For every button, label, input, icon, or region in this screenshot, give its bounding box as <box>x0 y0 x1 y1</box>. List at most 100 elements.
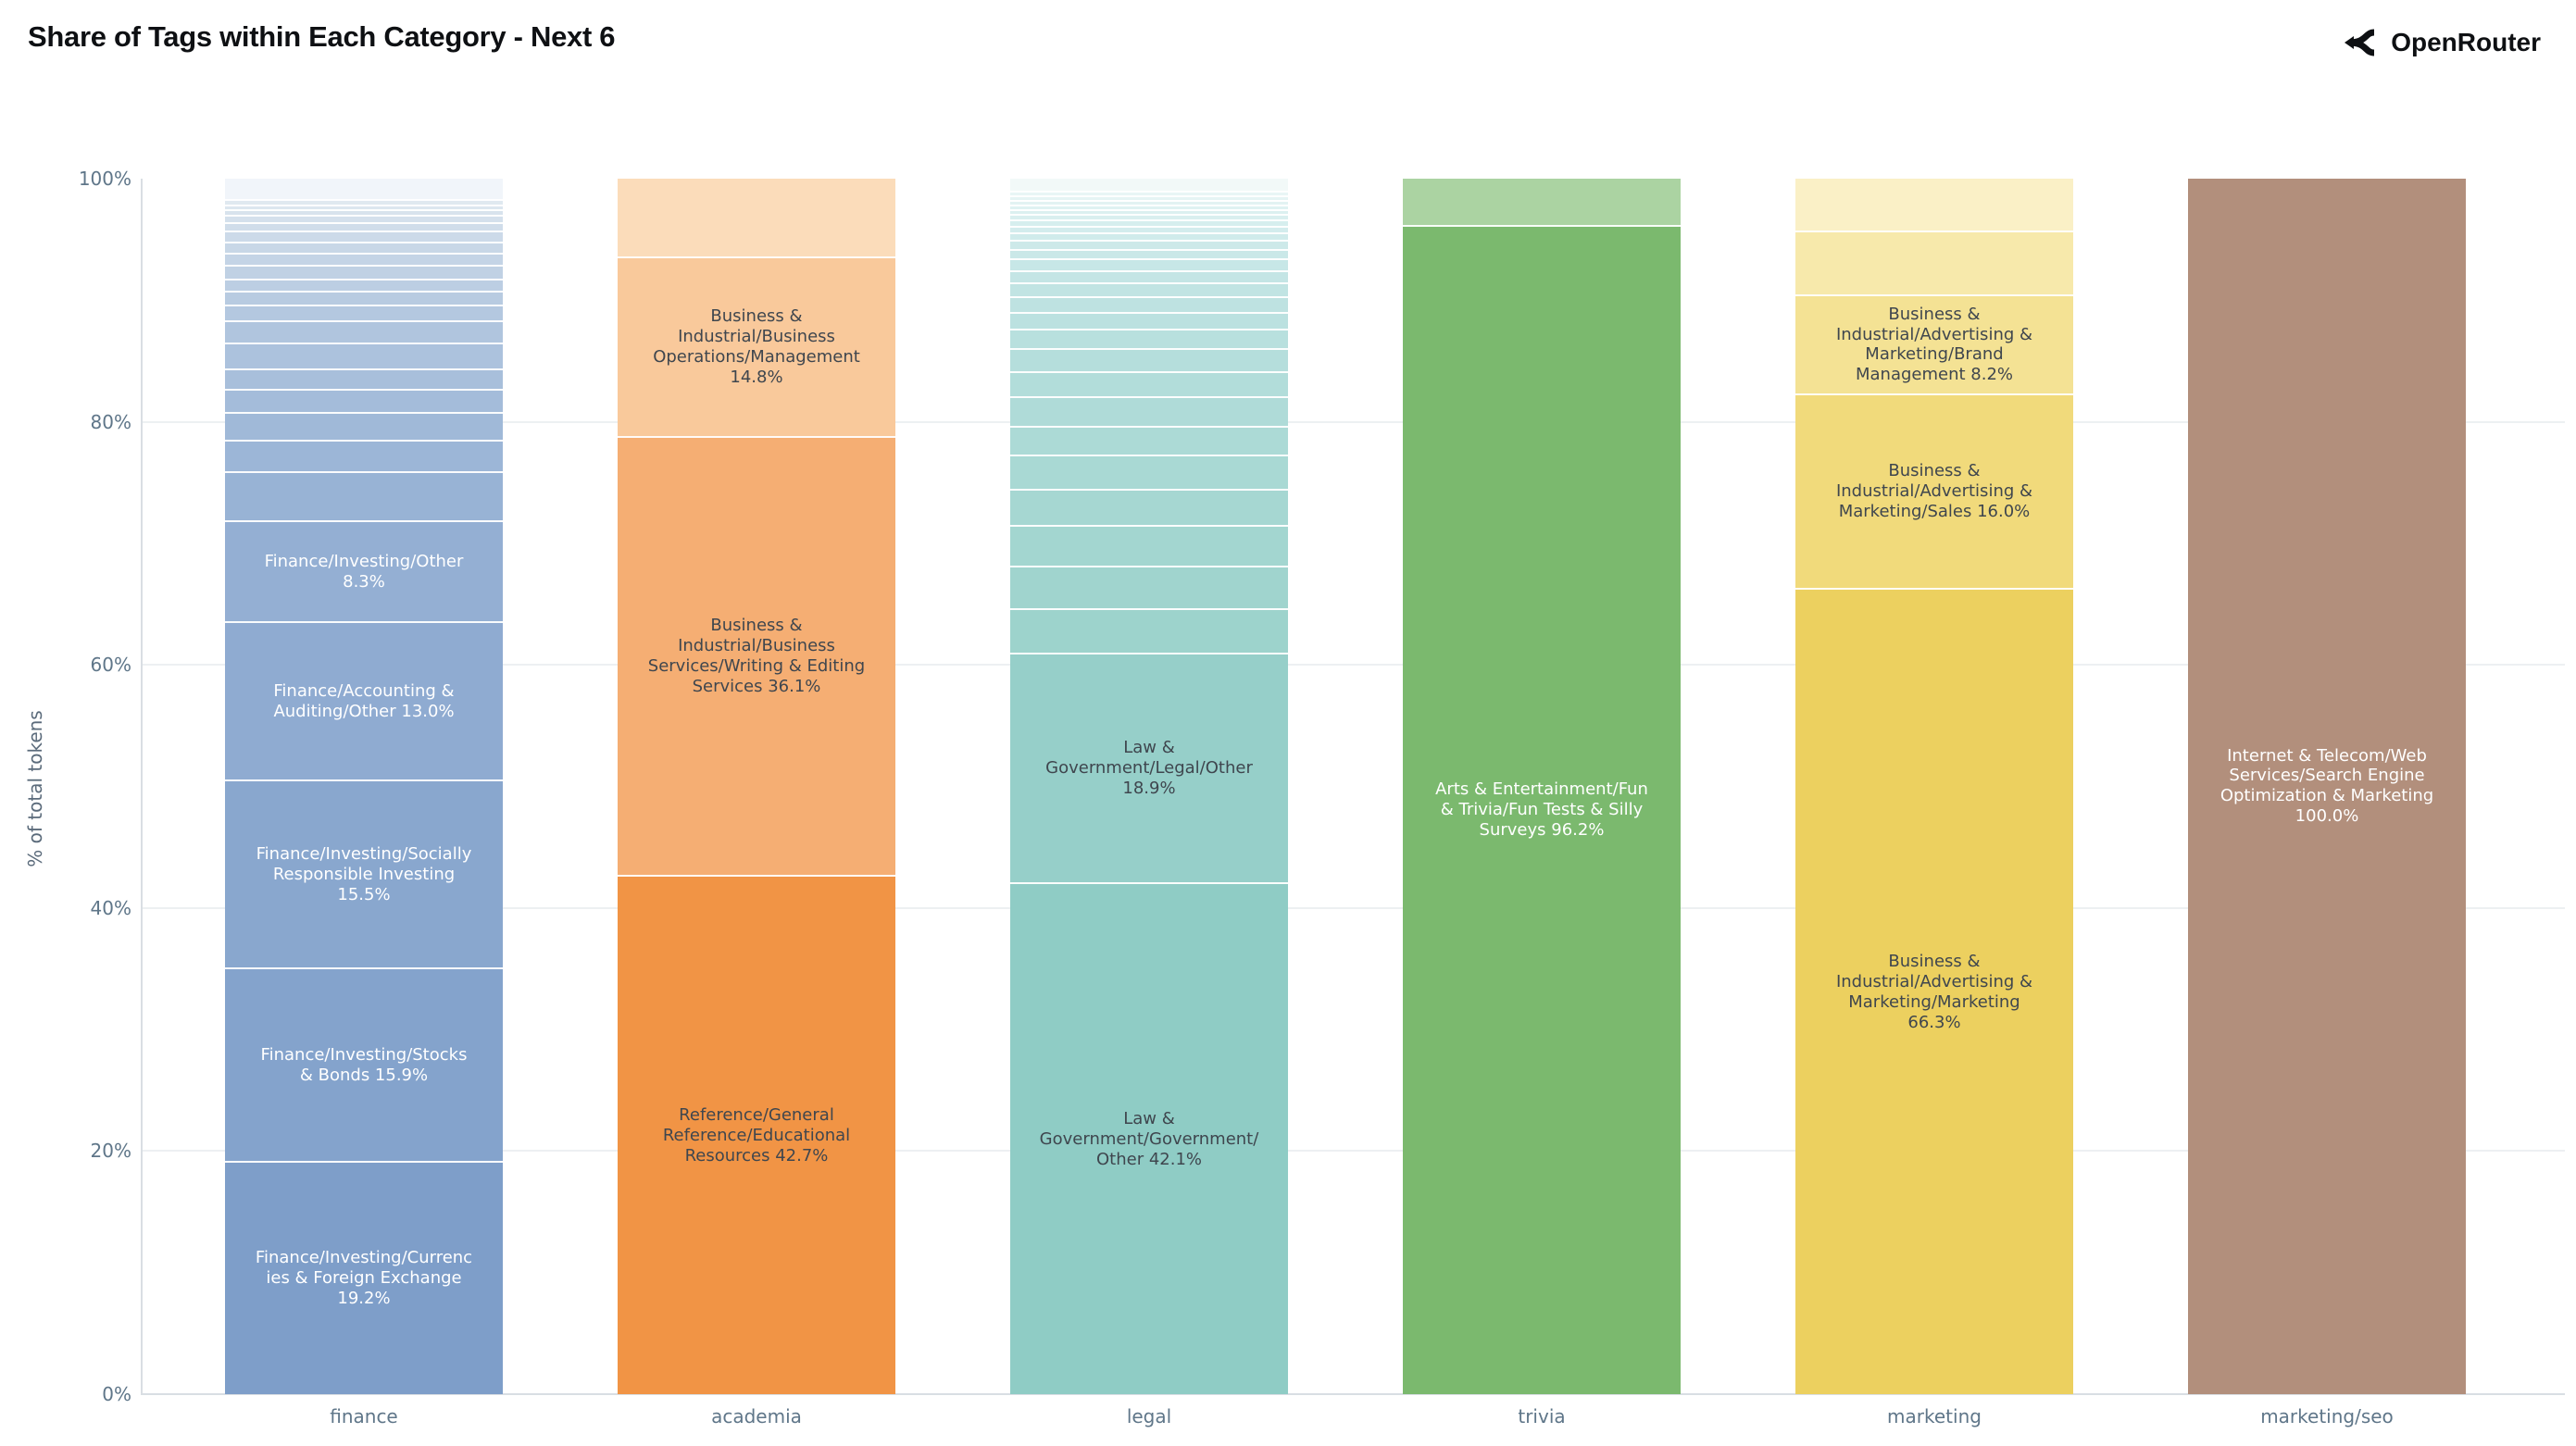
bar-segment-legal-19[interactable] <box>1010 232 1288 241</box>
bar-segment-legal-12[interactable] <box>1010 311 1288 329</box>
x-tick-label-legal: legal <box>1126 1405 1172 1427</box>
x-tick-label-academia: academia <box>711 1405 802 1427</box>
bar-segment-legal-9[interactable] <box>1010 370 1288 397</box>
bar-segment-legal-6[interactable] <box>1010 455 1288 489</box>
y-tick-label: 60% <box>90 654 131 677</box>
bar-segment-finance-22[interactable] <box>225 204 503 210</box>
bar-segment-marketing-0[interactable]: Business & Industrial/Advertising & Mark… <box>1795 588 2073 1394</box>
bar-segment-trivia-1[interactable] <box>1403 179 1681 225</box>
bar-segment-finance-2[interactable]: Finance/Investing/Socially Responsible I… <box>225 779 503 968</box>
bar-segment-finance-20[interactable] <box>225 215 503 223</box>
segment-label: Finance/Investing/Currencies & Foreign E… <box>255 1248 473 1308</box>
bar-segment-legal-2[interactable] <box>1010 607 1288 654</box>
bar-segment-finance-3[interactable]: Finance/Accounting & Auditing/Other 13.0… <box>225 621 503 779</box>
stacked-bar-legal: Law & Government/Government/Other 42.1% L… <box>1010 179 1288 1394</box>
y-tick-label: 20% <box>90 1140 131 1163</box>
bar-segment-legal-1[interactable]: Law & Government/Legal/Other 18.9% <box>1010 653 1288 883</box>
bar-segment-academia-0[interactable]: Reference/General Reference/Educational … <box>618 875 895 1394</box>
y-tick-label: 80% <box>90 410 131 433</box>
bar-segment-finance-11[interactable] <box>225 319 503 343</box>
segment-label: Law & Government/Government/Other 42.1% <box>1039 1108 1259 1169</box>
bar-segment-legal-23[interactable] <box>1010 208 1288 215</box>
bar-segment-legal-3[interactable] <box>1010 565 1288 608</box>
bar-segment-legal-17[interactable] <box>1010 248 1288 259</box>
bar-segment-academia-3[interactable] <box>618 179 895 257</box>
bar-segment-legal-22[interactable] <box>1010 214 1288 220</box>
stacked-bar-marketing-seo: Internet & Telecom/Web Services/Search E… <box>2188 179 2466 1394</box>
bar-segment-finance-12[interactable] <box>225 304 503 320</box>
bar-segment-finance-19[interactable] <box>225 222 503 231</box>
bar-segment-finance-6[interactable] <box>225 440 503 471</box>
bar-segment-finance-17[interactable] <box>225 241 503 254</box>
bar-segment-finance-5[interactable] <box>225 470 503 521</box>
bar-segment-legal-28[interactable] <box>1010 179 1288 191</box>
bar-segment-finance-0[interactable]: Finance/Investing/Currencies & Foreign E… <box>225 1161 503 1394</box>
gridline-60 <box>143 664 2565 667</box>
bar-segment-finance-24[interactable] <box>225 178 503 199</box>
bar-segment-marketing-seo-0[interactable]: Internet & Telecom/Web Services/Search E… <box>2188 179 2466 1394</box>
bar-segment-marketing-4[interactable] <box>1795 179 2073 231</box>
bar-segment-legal-14[interactable] <box>1010 282 1288 296</box>
bar-segment-finance-21[interactable] <box>225 209 503 216</box>
bar-segment-legal-10[interactable] <box>1010 347 1288 371</box>
segment-label: Finance/Investing/Stocks & Bonds 15.9% <box>260 1044 468 1085</box>
bar-segment-finance-15[interactable] <box>225 265 503 279</box>
y-tick-label: 40% <box>90 896 131 919</box>
bar-segment-finance-13[interactable] <box>225 290 503 305</box>
segment-label: Finance/Accounting & Auditing/Other 13.0… <box>273 680 455 721</box>
bar-segment-legal-16[interactable] <box>1010 258 1288 270</box>
stacked-bar-academia: Reference/General Reference/Educational … <box>618 179 895 1394</box>
bar-segment-academia-1[interactable]: Business & Industrial/Business Services/… <box>618 436 895 876</box>
bar-segment-legal-24[interactable] <box>1010 204 1288 209</box>
bar-segment-legal-11[interactable] <box>1010 328 1288 348</box>
bar-segment-finance-14[interactable] <box>225 278 503 291</box>
bar-segment-marketing-2[interactable]: Business & Industrial/Advertising & Mark… <box>1795 293 2073 394</box>
bar-segment-finance-4[interactable]: Finance/Investing/Other 8.3% <box>225 520 503 622</box>
bar-segment-legal-27[interactable] <box>1010 190 1288 195</box>
openrouter-icon <box>2343 24 2380 61</box>
bar-segment-legal-0[interactable]: Law & Government/Government/Other 42.1% <box>1010 882 1288 1394</box>
bar-segment-finance-7[interactable] <box>225 411 503 441</box>
segment-label: Business & Industrial/Advertising & Mark… <box>1835 304 2033 385</box>
segment-label: Business & Industrial/Business Services/… <box>647 616 866 697</box>
bar-segment-legal-18[interactable] <box>1010 240 1288 249</box>
bar-segment-finance-8[interactable] <box>225 388 503 412</box>
segment-label: Reference/General Reference/Educational … <box>662 1104 851 1166</box>
segment-label: Finance/Investing/Other 8.3% <box>264 551 464 592</box>
stacked-bar-marketing: Business & Industrial/Advertising & Mark… <box>1795 179 2073 1394</box>
x-tick-label-marketing: marketing <box>1887 1405 1982 1427</box>
bar-segment-marketing-3[interactable] <box>1795 231 2073 294</box>
y-axis-line <box>141 179 143 1394</box>
bar-segment-finance-10[interactable] <box>225 343 503 368</box>
x-tick-label-marketing-seo: marketing/seo <box>2260 1405 2394 1427</box>
bar-segment-academia-2[interactable]: Business & Industrial/Business Operation… <box>618 256 895 437</box>
bar-segment-finance-23[interactable] <box>225 198 503 205</box>
bar-segment-legal-21[interactable] <box>1010 219 1288 227</box>
segment-label: Law & Government/Legal/Other 18.9% <box>1045 738 1253 799</box>
bar-segment-legal-7[interactable] <box>1010 425 1288 455</box>
bar-segment-finance-9[interactable] <box>225 368 503 389</box>
y-tick-label: 0% <box>102 1383 131 1405</box>
bar-segment-finance-16[interactable] <box>225 253 503 266</box>
stacked-bar-finance: Finance/Investing/Currencies & Foreign E… <box>225 178 503 1394</box>
bar-segment-legal-20[interactable] <box>1010 226 1288 233</box>
bar-segment-finance-18[interactable] <box>225 230 503 242</box>
segment-label: Business & Industrial/Advertising & Mark… <box>1835 951 2033 1032</box>
bar-segment-trivia-0[interactable]: Arts & Entertainment/Fun & Trivia/Fun Te… <box>1403 224 1681 1394</box>
bar-segment-legal-25[interactable] <box>1010 200 1288 205</box>
x-axis-line <box>141 1393 2565 1395</box>
bar-segment-legal-15[interactable] <box>1010 269 1288 283</box>
x-tick-label-trivia: trivia <box>1518 1405 1566 1427</box>
bar-segment-legal-26[interactable] <box>1010 194 1288 201</box>
bar-segment-marketing-1[interactable]: Business & Industrial/Advertising & Mark… <box>1795 393 2073 589</box>
bar-segment-legal-5[interactable] <box>1010 488 1288 526</box>
page-title: Share of Tags within Each Category - Nex… <box>28 20 616 53</box>
bar-segment-legal-13[interactable] <box>1010 295 1288 312</box>
bar-segment-finance-1[interactable]: Finance/Investing/Stocks & Bonds 15.9% <box>225 967 503 1161</box>
segment-label: Finance/Investing/Socially Responsible I… <box>256 843 472 904</box>
bar-segment-legal-4[interactable] <box>1010 525 1288 566</box>
bar-segment-legal-8[interactable] <box>1010 396 1288 426</box>
gridline-20 <box>143 1150 2565 1153</box>
